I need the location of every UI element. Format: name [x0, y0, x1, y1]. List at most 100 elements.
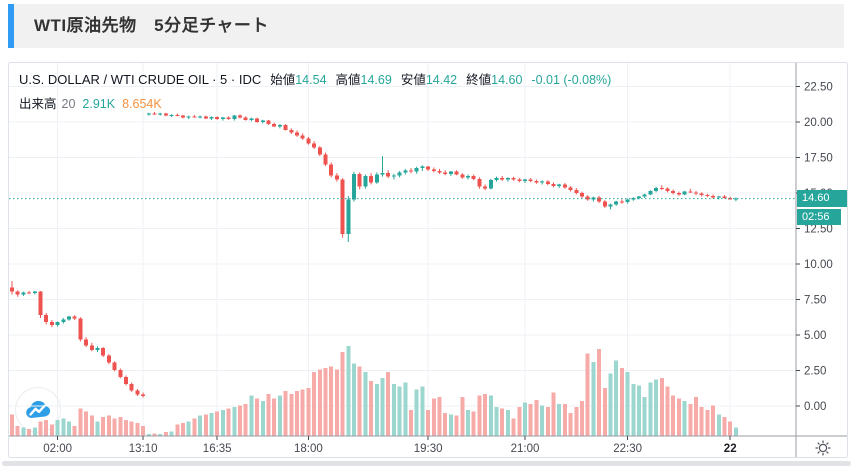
candle-body	[511, 178, 516, 180]
price-tick-label: 10.00	[804, 259, 833, 271]
volume-bar	[414, 389, 419, 436]
candle-body	[192, 116, 197, 118]
volume-bar	[437, 396, 442, 436]
volume-bar	[534, 399, 539, 436]
volume-bar	[602, 388, 607, 436]
volume-bar	[112, 418, 117, 436]
volume-bar	[585, 353, 590, 436]
chart-svg[interactable]: 0.002.505.007.5010.0012.5015.0017.5020.0…	[9, 63, 847, 457]
candle-body	[409, 170, 413, 172]
candle-body	[163, 113, 168, 116]
time-tick-label: 18:00	[294, 443, 323, 455]
candle-body	[523, 179, 527, 181]
volume-bar	[283, 391, 288, 436]
candle-body	[397, 172, 402, 176]
candle-body	[688, 191, 693, 193]
volume-bar	[289, 393, 294, 436]
volume-bar	[711, 405, 716, 436]
volume-bar	[682, 401, 687, 436]
volume-bar	[89, 415, 94, 436]
page-header: WTI原油先物 5分足チャート	[8, 4, 844, 48]
candle-body	[540, 181, 545, 183]
last-price-badge: 14.60	[797, 190, 847, 207]
candle-body	[220, 117, 225, 120]
candle-body	[699, 193, 704, 196]
volume-bar	[363, 372, 368, 436]
price-tick-label: 12.50	[804, 224, 833, 236]
candle-body	[129, 383, 134, 391]
volume-bar	[494, 407, 499, 436]
volume-bar	[505, 409, 510, 436]
volume-bar	[391, 383, 396, 436]
candle-body	[203, 116, 208, 119]
price-scale-settings-button[interactable]	[797, 437, 848, 458]
candle-body	[380, 173, 385, 175]
volume-bar	[243, 404, 248, 436]
chart-legend-row: U.S. DOLLAR / WTI CRUDE OIL · 5 · IDC 始値 1…	[19, 69, 611, 88]
volume-bar	[483, 393, 488, 436]
candle-body	[232, 115, 237, 120]
volume-bar	[129, 421, 134, 436]
candle-body	[289, 129, 294, 133]
candle-body	[551, 183, 556, 186]
volume-bar	[500, 408, 505, 436]
volume-bar	[676, 398, 681, 436]
volume-bar	[346, 346, 351, 436]
candle-body	[186, 116, 191, 118]
volume-bar	[10, 414, 14, 436]
volume-bar	[608, 373, 613, 436]
volume-bar	[323, 367, 328, 436]
candle-body	[602, 201, 607, 207]
volume-bar	[55, 420, 60, 436]
candle-body	[352, 173, 356, 200]
candle-body	[466, 175, 470, 178]
horizontal-scrollbar[interactable]	[2, 461, 851, 466]
header-accent-bar	[8, 4, 14, 48]
candle-body	[27, 292, 32, 294]
volume-bar	[329, 366, 334, 436]
volume-bar	[403, 382, 408, 436]
candle-body	[733, 198, 738, 200]
high-label: 高値	[335, 73, 361, 87]
candle-body	[329, 164, 334, 176]
candle-body	[181, 115, 185, 118]
candle-body	[671, 190, 676, 193]
page-title: WTI原油先物 5分足チャート	[34, 16, 269, 35]
volume-label[interactable]: 出来高	[19, 97, 57, 111]
price-tick-label: 7.50	[804, 295, 826, 307]
volume-bar	[27, 428, 32, 436]
volume-bar	[642, 396, 647, 436]
volume-bar	[722, 417, 727, 436]
volume-bar	[654, 379, 659, 436]
candle-body	[95, 347, 100, 350]
tradingview-logo-button[interactable]	[15, 387, 61, 433]
volume-bar	[84, 411, 89, 436]
candle-body	[694, 192, 698, 194]
candle-body	[226, 117, 231, 120]
candle-body	[340, 179, 345, 235]
candle-body	[323, 154, 328, 165]
candle-body	[272, 124, 277, 127]
candle-body	[597, 197, 602, 202]
candle-body	[295, 132, 299, 136]
candle-body	[312, 143, 317, 148]
volume-bar	[158, 433, 163, 436]
candle-body	[175, 114, 180, 116]
candle-body	[608, 204, 613, 207]
candle-body	[414, 168, 419, 172]
price-tick-label: 2.50	[804, 366, 826, 378]
candle-body	[146, 113, 151, 115]
volume-bar	[266, 393, 271, 436]
volume-bar	[312, 372, 317, 436]
volume-bar	[49, 424, 54, 436]
candle-body	[169, 114, 174, 116]
open-label: 始値	[270, 73, 296, 87]
candle-body	[67, 316, 71, 320]
symbol-title[interactable]: U.S. DOLLAR / WTI CRUDE OIL · 5 · IDC	[19, 72, 262, 87]
volume-bar	[511, 418, 516, 436]
volume-bar	[249, 395, 254, 436]
candle-body	[84, 339, 89, 346]
candle-body	[534, 180, 539, 183]
volume-bar	[466, 409, 470, 436]
low-value: 14.42	[425, 73, 458, 87]
